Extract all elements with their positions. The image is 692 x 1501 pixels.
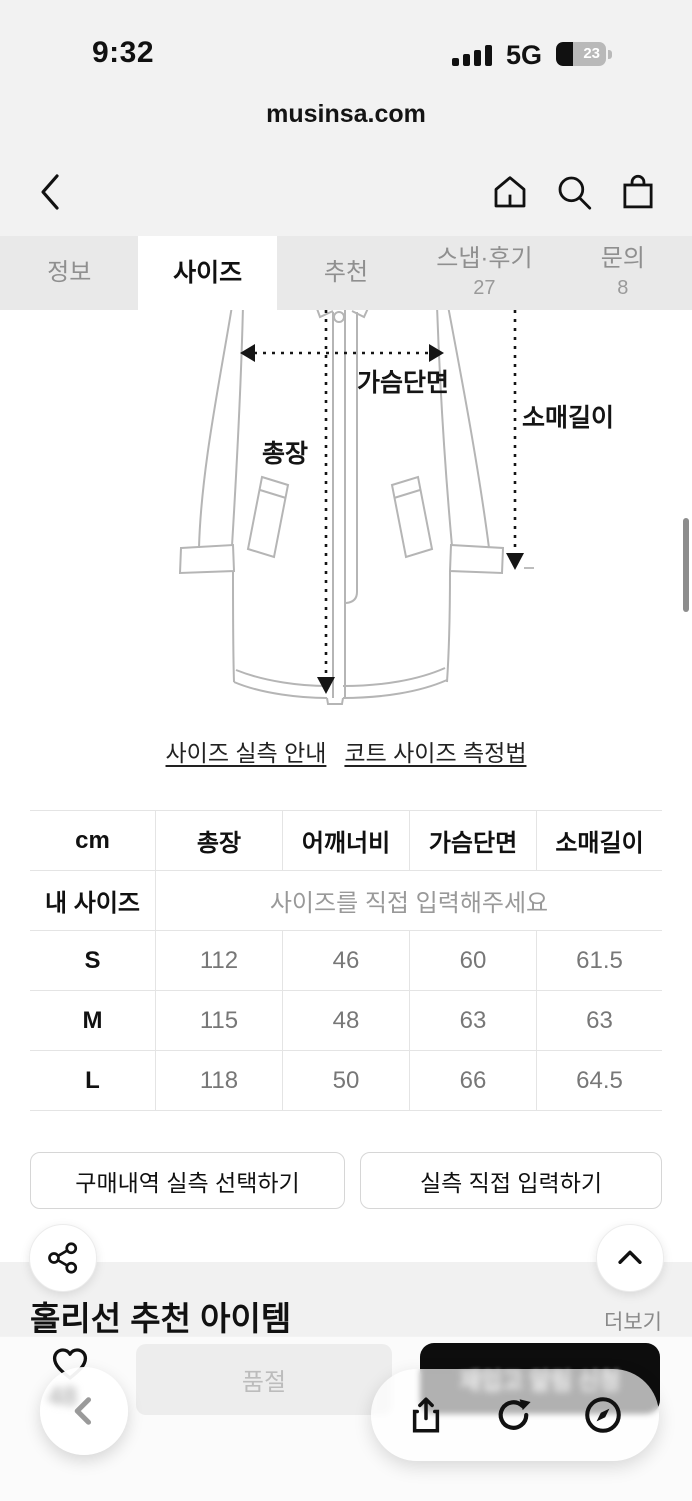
cart-button[interactable] [616,166,660,218]
recommend-section-title: 홀리선 추천 아이템 [30,1300,292,1337]
ios-share-icon[interactable] [405,1392,447,1438]
col-header-sleeve: 소매길이 [536,811,662,871]
scroll-top-button[interactable] [596,1224,664,1292]
heart-icon [52,1348,88,1380]
cell-m-shoulder: 48 [282,991,409,1051]
signal-strength-icon [452,44,496,66]
cell-s-sleeve: 61.5 [536,931,662,991]
compass-icon[interactable] [581,1392,625,1438]
cell-s-length: 112 [155,931,282,991]
status-time: 9:32 [92,36,155,69]
cell-l-chest: 66 [409,1051,536,1111]
size-row-m: M [30,991,155,1051]
tab-snap-reviews-count: 27 [473,276,496,299]
cell-m-sleeve: 63 [536,991,662,1051]
tab-size[interactable]: 사이즈 [138,236,277,310]
home-icon [494,176,526,208]
size-table: cm 총장 어깨너비 가슴단면 소매길이 내 사이즈 사이즈를 직접 입력해주세… [30,810,662,1111]
tab-snap-reviews[interactable]: 스냅·후기 27 [436,244,533,299]
back-button[interactable] [28,166,72,218]
network-type-label: 5G [506,40,543,70]
battery-percent: 23 [583,45,600,62]
share-nodes-icon [48,1242,78,1274]
cell-l-shoulder: 50 [282,1051,409,1111]
tab-info[interactable]: 정보 [47,259,92,286]
nav-toolbar [0,164,692,224]
cell-s-chest: 60 [409,931,536,991]
chest-width-label: 가슴단면 [357,369,450,397]
browser-header: 9:32 5G 23 musinsa.com [0,0,692,236]
tab-recommend[interactable]: 추천 [323,259,369,286]
cell-s-shoulder: 46 [282,931,409,991]
size-guide-links: 사이즈 실측 안내 코트 사이즈 측정법 [0,734,692,768]
col-header-unit: cm [30,811,155,871]
bottom-action-bar: 품절 재입고 알림 신청 48 [0,1336,692,1501]
size-row-s: S [30,931,155,991]
chevron-left-gray-icon [74,1397,92,1425]
cell-l-sleeve: 64.5 [536,1051,662,1111]
tab-inquiry-count: 8 [617,276,629,299]
search-icon [558,176,592,210]
home-button[interactable] [488,166,532,218]
size-row-l: L [30,1051,155,1111]
chevron-left-icon [41,174,59,210]
my-size-label: 내 사이즈 [30,871,155,931]
coat-measure-method-link[interactable]: 코트 사이즈 측정법 [344,740,527,766]
recommend-more-link[interactable]: 더보기 [604,1311,662,1334]
reload-icon[interactable] [493,1392,535,1438]
tab-inquiry[interactable]: 문의 8 [600,244,645,299]
select-purchase-measure-button[interactable]: 구매내역 실측 선택하기 [30,1152,345,1209]
section-divider-band [0,1262,692,1336]
enter-measure-button[interactable]: 실측 직접 입력하기 [360,1152,662,1209]
soldout-button[interactable]: 품절 [136,1344,392,1415]
product-tabbar: 정보 사이즈 추천 스냅·후기 27 문의 8 [0,236,692,310]
sleeve-length-label: 소매길이 [522,404,615,432]
total-length-label: 총장 [262,440,309,468]
cell-m-chest: 63 [409,991,536,1051]
share-floating-button[interactable] [29,1224,97,1292]
floating-back-button[interactable]: 48 [40,1367,128,1455]
col-header-length: 총장 [155,811,282,871]
cell-l-length: 118 [155,1051,282,1111]
ghost-blur-content: 48 [48,1381,77,1411]
browser-overlay-toolbar [371,1369,659,1461]
col-header-chest: 가슴단면 [409,811,536,871]
size-measure-guide-link[interactable]: 사이즈 실측 안내 [165,740,327,766]
shopping-bag-icon [623,174,653,209]
battery-nub [608,50,612,59]
col-header-shoulder: 어깨너비 [282,811,409,871]
chevron-up-icon [618,1250,642,1264]
page-scrollbar[interactable] [683,518,689,612]
my-size-input[interactable]: 사이즈를 직접 입력해주세요 [155,871,662,931]
search-button[interactable] [552,166,596,218]
battery-icon: 23 [556,42,606,66]
wishlist-button[interactable] [48,1343,92,1390]
cell-m-length: 115 [155,991,282,1051]
address-bar-domain: musinsa.com [266,100,426,128]
